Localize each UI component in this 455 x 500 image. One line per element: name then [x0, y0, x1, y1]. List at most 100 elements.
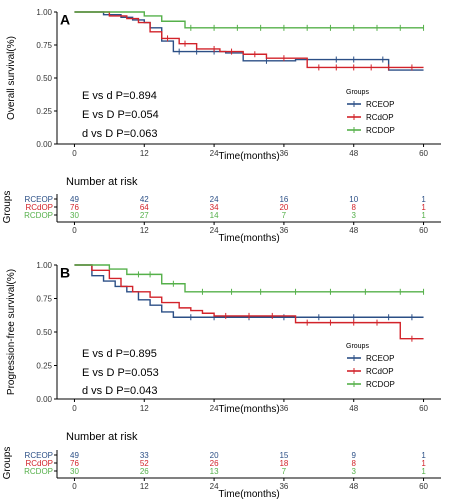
y-tick-label: 0.50 [36, 328, 52, 337]
risk-x-tick-label: 24 [210, 226, 219, 235]
p-value-text: d vs D P=0.043 [82, 385, 158, 397]
p-value-text: E vs D P=0.053 [82, 367, 159, 379]
risk-count: 13 [210, 467, 219, 476]
risk-count: 26 [140, 467, 149, 476]
risk-count: 3 [352, 211, 357, 220]
risk-count: 1 [421, 451, 426, 460]
series-line-rceop [74, 11, 424, 71]
x-tick-label: 12 [140, 149, 149, 158]
legend-title: Groups [346, 343, 369, 350]
y-tick-label: 0.00 [36, 395, 52, 404]
panel-label: B [60, 264, 70, 280]
risk-count: 24 [210, 195, 219, 204]
risk-count: 1 [421, 467, 426, 476]
p-value-text: E vs d P=0.894 [82, 90, 157, 102]
risk-count: 30 [70, 211, 79, 220]
risk-x-tick-label: 0 [72, 226, 77, 235]
series-line-rcdop [74, 264, 424, 340]
risk-x-tick-label: 12 [140, 482, 149, 491]
risk-count: 42 [140, 195, 149, 204]
y-tick-label: 0.25 [36, 362, 52, 371]
risk-x-tick-label: 36 [279, 226, 288, 235]
risk-count: 14 [210, 211, 219, 220]
risk-count: 27 [140, 211, 149, 220]
risk-row-name: RCEOP [25, 195, 53, 204]
risk-x-tick-label: 0 [72, 482, 77, 491]
risk-count: 33 [140, 451, 149, 460]
risk-count: 30 [70, 467, 79, 476]
risk-count: 8 [352, 459, 357, 468]
risk-count: 34 [210, 203, 219, 212]
risk-x-tick-label: 48 [349, 482, 358, 491]
legend-label-rcdop: RCdOP [366, 367, 394, 376]
series-line-rcdop [74, 11, 424, 29]
risk-x-tick-label: 48 [349, 226, 358, 235]
p-value-text: E vs d P=0.895 [82, 348, 157, 360]
risk-count: 16 [279, 195, 288, 204]
y-axis-label: Overall survival(%) [6, 36, 17, 120]
x-tick-label: 0 [72, 149, 77, 158]
x-tick-label: 60 [419, 149, 428, 158]
x-tick-label: 36 [279, 404, 288, 413]
risk-row-name: RCEOP [25, 451, 53, 460]
risk-table-title: Number at risk [66, 431, 138, 443]
risk-y-axis-label: Groups [2, 191, 13, 224]
chart-panel-a: A0.000.250.500.751.000 12 24 36 48 60Time(mon… [2, 8, 441, 244]
x-tick-label: 60 [419, 404, 428, 413]
risk-x-axis-label: Time(months) [218, 489, 279, 500]
risk-count: 10 [349, 195, 358, 204]
risk-y-axis-label: Groups [2, 447, 13, 480]
risk-count: 64 [140, 203, 149, 212]
x-tick-label: 24 [210, 149, 219, 158]
risk-count: 7 [282, 467, 287, 476]
risk-x-tick-label: 12 [140, 226, 149, 235]
risk-count: 76 [70, 459, 79, 468]
x-tick-label: 0 [72, 404, 77, 413]
risk-row-name: RCDOP [24, 211, 53, 220]
legend-label-rcdop: RCDOP [366, 380, 395, 389]
y-axis-label: Progression-free survival(%) [6, 269, 17, 395]
risk-count: 20 [210, 451, 219, 460]
risk-count: 1 [421, 195, 426, 204]
risk-x-tick-label: 36 [279, 482, 288, 491]
risk-row-name: RCDOP [24, 467, 53, 476]
risk-row-name: RCdOP [25, 459, 53, 468]
x-tick-label: 12 [140, 404, 149, 413]
y-tick-label: 1.00 [36, 261, 52, 270]
x-tick-label: 36 [279, 149, 288, 158]
risk-count: 8 [352, 203, 357, 212]
risk-table-title: Number at risk [66, 176, 138, 188]
risk-row-name: RCdOP [25, 203, 53, 212]
risk-count: 1 [421, 459, 426, 468]
legend-label-rcdop: RCdOP [366, 113, 394, 122]
risk-count: 15 [279, 451, 288, 460]
x-axis-label: Time(months) [218, 404, 279, 415]
y-tick-label: 0.50 [36, 74, 52, 83]
risk-count: 49 [70, 451, 79, 460]
y-tick-label: 0.75 [36, 41, 52, 50]
chart-panel-b: B 0.00 0.25 0.50 0.75 1.00 0 12 24 36 48 60 Time(mon… [2, 261, 441, 500]
risk-count: 18 [279, 459, 288, 468]
legend-label-rcdop: RCDOP [366, 126, 395, 135]
y-tick-label: 0.25 [36, 107, 52, 116]
p-value-text: d vs D P=0.063 [82, 128, 158, 140]
risk-count: 1 [421, 211, 426, 220]
series-line-rcdop [74, 264, 424, 293]
legend-label-rceop: RCEOP [366, 354, 394, 363]
y-tick-label: 0.75 [36, 295, 52, 304]
y-tick-label: 0.00 [36, 140, 52, 149]
risk-x-tick-label: 60 [419, 226, 428, 235]
panel-label: A [60, 11, 70, 27]
x-tick-label: 24 [210, 404, 219, 413]
legend-label-rceop: RCEOP [366, 100, 394, 109]
risk-x-tick-label: 24 [210, 482, 219, 491]
risk-count: 26 [210, 459, 219, 468]
risk-count: 49 [70, 195, 79, 204]
x-tick-label: 48 [349, 149, 358, 158]
y-tick-label: 1.00 [36, 8, 52, 17]
risk-count: 3 [352, 467, 357, 476]
risk-x-tick-label: 60 [419, 482, 428, 491]
risk-count: 9 [352, 451, 357, 460]
risk-count: 7 [282, 211, 287, 220]
